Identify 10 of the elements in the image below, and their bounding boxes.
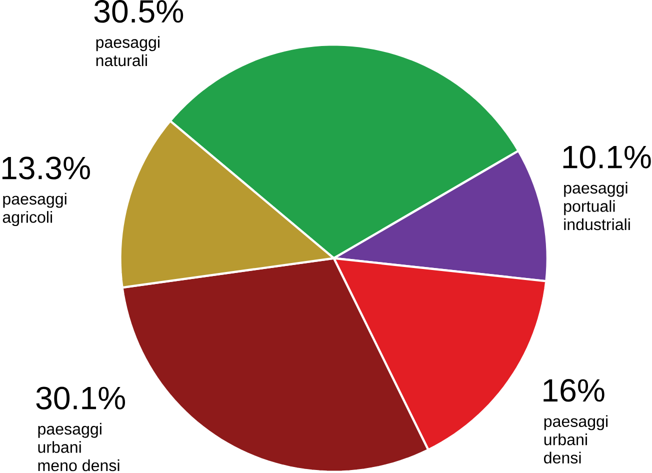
data-label: 16% (544, 379, 604, 402)
data-label: 10.1% (563, 146, 651, 168)
slice-label: paesaggi urbani meno densi (38, 422, 120, 472)
slice-label: paesaggi naturali (96, 36, 160, 66)
data-label: 30.5% (94, 0, 184, 23)
data-label: 30.1% (36, 386, 126, 410)
slice-label: paesaggi portuali industriali (564, 182, 630, 230)
slice-label: paesaggi urbani densi (544, 415, 608, 464)
data-label: 13.3% (2, 156, 90, 180)
slice-label: paesaggi agricoli (2, 192, 66, 226)
